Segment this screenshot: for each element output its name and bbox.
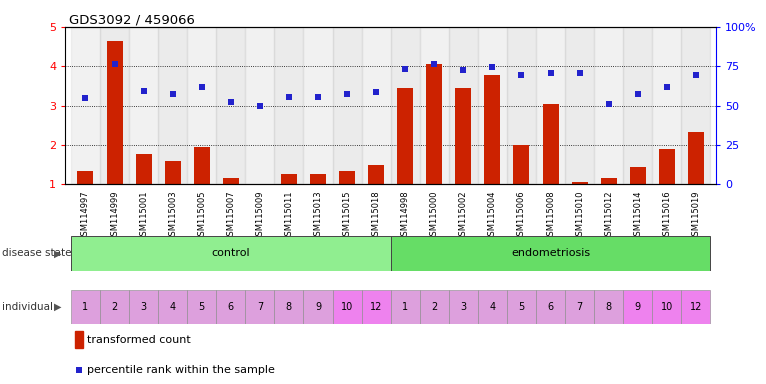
Bar [129,290,158,324]
Bar [449,27,478,184]
Text: 9: 9 [635,302,641,312]
Bar [362,27,391,184]
Bar [478,27,507,184]
Text: 9: 9 [315,302,321,312]
Bar [594,27,624,184]
Bar [77,170,93,184]
Text: disease state: disease state [2,248,71,258]
Text: 6: 6 [228,302,234,312]
Text: 6: 6 [548,302,554,312]
Bar [420,27,449,184]
Bar [507,27,536,184]
Text: 3: 3 [140,302,146,312]
Text: 4: 4 [169,302,175,312]
Bar [507,290,536,324]
Bar [565,27,594,184]
Bar [653,27,681,184]
Text: GDS3092 / 459066: GDS3092 / 459066 [69,13,195,26]
Bar [332,27,362,184]
Bar [187,27,216,184]
Bar [245,290,274,324]
Bar [571,182,588,184]
Text: 1: 1 [402,302,408,312]
Text: 7: 7 [577,302,583,312]
Text: 7: 7 [257,302,263,312]
Bar [594,290,624,324]
Bar [542,104,558,184]
Text: 10: 10 [341,302,353,312]
Bar [223,179,239,184]
Bar [398,88,413,184]
Bar [332,290,362,324]
Bar [536,27,565,184]
Bar [281,174,297,184]
Bar [653,290,681,324]
Text: 5: 5 [519,302,525,312]
Bar [75,331,83,348]
Bar [681,290,710,324]
Bar [71,236,391,271]
Text: ▶: ▶ [54,248,61,258]
Bar [391,290,420,324]
Text: transformed count: transformed count [87,335,191,345]
Bar [630,167,646,184]
Text: individual: individual [2,302,53,312]
Bar [391,236,710,271]
Text: 2: 2 [111,302,118,312]
Text: 12: 12 [370,302,382,312]
Bar [158,290,187,324]
Bar [362,290,391,324]
Bar [455,88,471,184]
Bar [136,154,152,184]
Text: 4: 4 [489,302,496,312]
Text: 1: 1 [83,302,89,312]
Bar [624,290,653,324]
Bar [368,165,384,184]
Text: endometriosis: endometriosis [511,248,590,258]
Text: 5: 5 [198,302,205,312]
Bar [565,290,594,324]
Bar [129,27,158,184]
Bar [601,179,617,184]
Bar [106,41,123,184]
Bar [420,290,449,324]
Bar [71,27,100,184]
Bar [449,290,478,324]
Bar [274,290,303,324]
Bar [536,290,565,324]
Bar [274,27,303,184]
Bar [100,27,129,184]
Text: 10: 10 [660,302,673,312]
Bar [624,27,653,184]
Bar [216,290,245,324]
Bar [484,75,500,184]
Text: 8: 8 [286,302,292,312]
Bar [426,64,442,184]
Bar [303,27,332,184]
Bar [187,290,216,324]
Bar [310,174,326,184]
Bar [339,170,355,184]
Bar [478,290,507,324]
Text: control: control [211,248,250,258]
Bar [513,145,529,184]
Bar [391,27,420,184]
Bar [688,132,704,184]
Bar [158,27,187,184]
Text: ▶: ▶ [54,302,61,312]
Bar [216,27,245,184]
Bar [165,162,181,184]
Text: 8: 8 [606,302,612,312]
Text: 2: 2 [431,302,437,312]
Text: percentile rank within the sample: percentile rank within the sample [87,366,275,376]
Bar [681,27,710,184]
Bar [100,290,129,324]
Bar [659,149,675,184]
Bar [71,290,100,324]
Bar [303,290,332,324]
Text: 3: 3 [460,302,466,312]
Bar [194,147,210,184]
Text: 12: 12 [689,302,702,312]
Bar [245,27,274,184]
